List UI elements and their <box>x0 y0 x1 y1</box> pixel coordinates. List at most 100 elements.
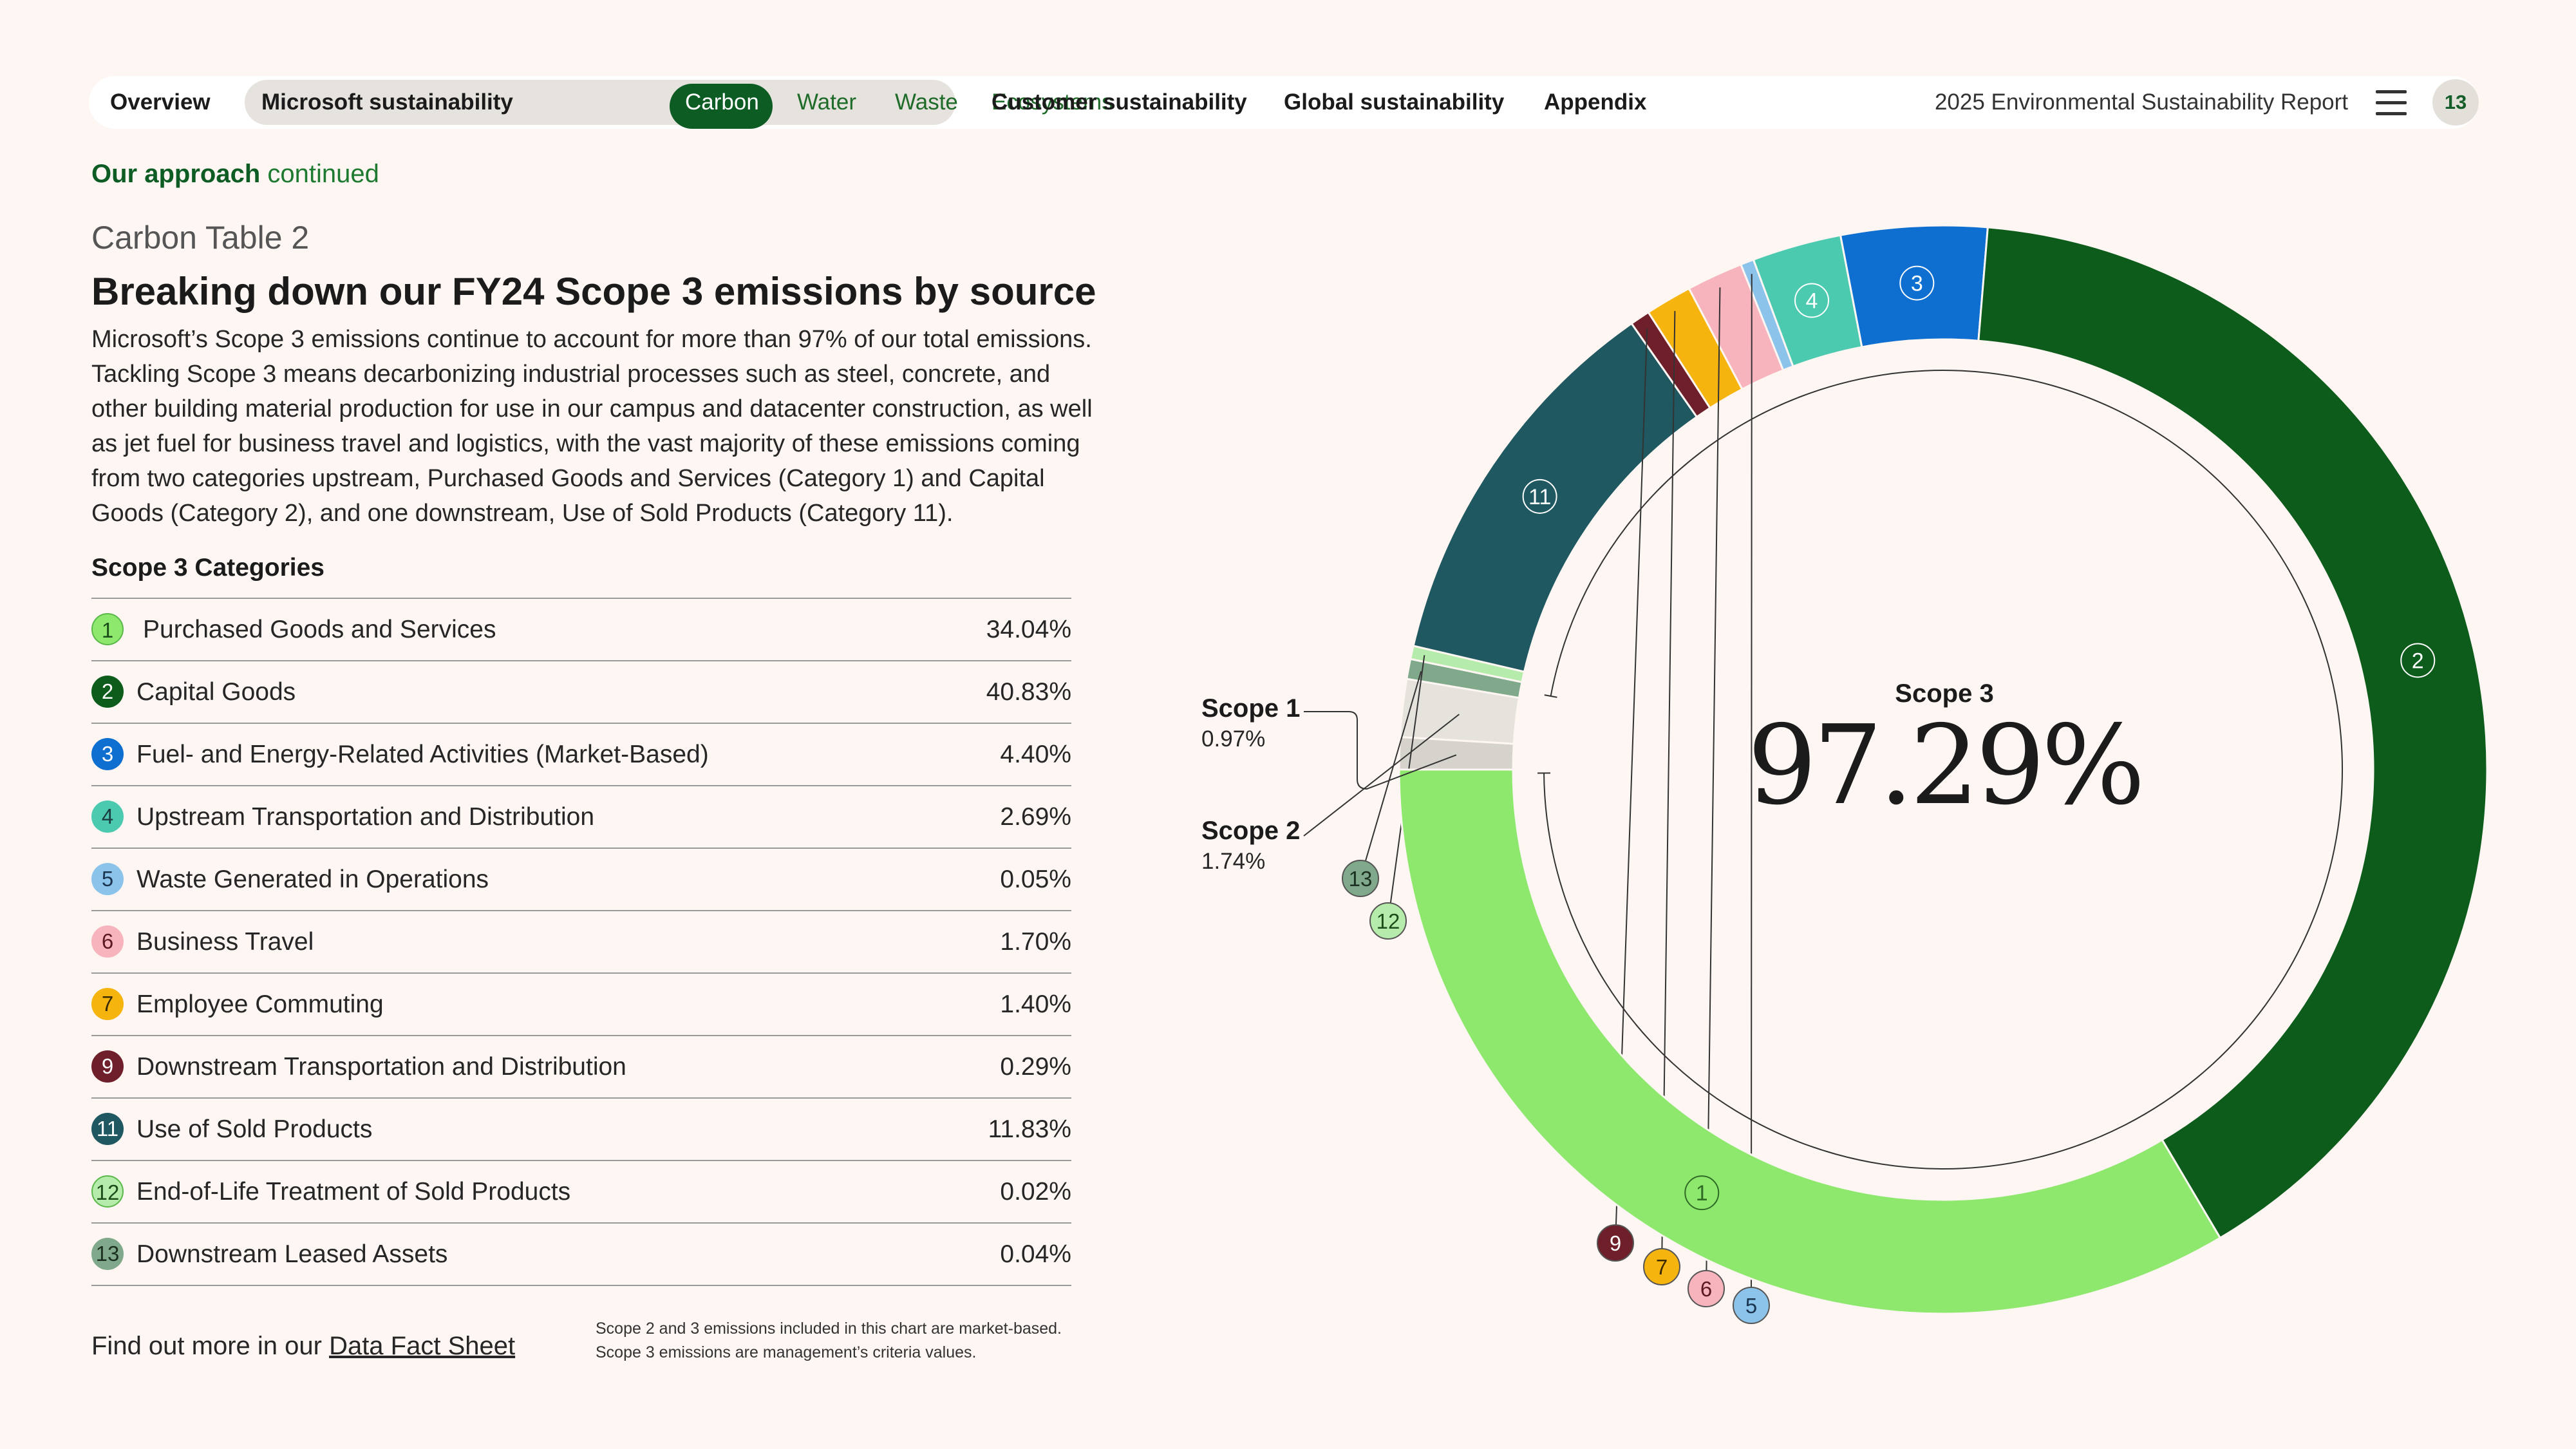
category-value: 0.29% <box>1000 1053 1071 1081</box>
nav-active-pill <box>670 84 773 129</box>
table-row: 13 Downstream Leased Assets 0.04% <box>91 1224 1071 1286</box>
slice-number-label: 2 <box>2412 649 2424 673</box>
find-out-prefix: Find out more in our <box>91 1332 330 1360</box>
category-value: 4.40% <box>1000 741 1071 768</box>
slice-number-bubble <box>1733 1287 1770 1324</box>
slice-number-label: 13 <box>1349 867 1373 891</box>
table-row: 11 Use of Sold Products 11.83% <box>91 1099 1071 1161</box>
slice-number-label: 3 <box>1911 272 1923 296</box>
nav-tab-water[interactable]: Water <box>797 90 857 115</box>
slice-number-ring <box>2400 643 2436 678</box>
category-label: Upstream Transportation and Distribution <box>136 803 595 831</box>
category-badge: 1 <box>91 613 124 645</box>
scope1-label: Scope 1 <box>1201 694 1301 723</box>
scope3-bracket-tick <box>1544 694 1557 698</box>
slice-number-bubble <box>1688 1270 1725 1307</box>
category-value: 11.83% <box>988 1115 1071 1143</box>
category-badge: 12 <box>91 1175 124 1208</box>
categories-heading: Scope 3 Categories <box>91 554 324 582</box>
section-continued: continued <box>260 160 379 188</box>
nav-microsoft-sustainability[interactable]: Microsoft sustainability <box>261 90 513 115</box>
slice-number-ring <box>1794 283 1830 318</box>
category-value: 0.05% <box>1000 866 1071 893</box>
categories-table: 1 Purchased Goods and Services 34.04% 2 … <box>91 598 1071 1286</box>
category-label: Waste Generated in Operations <box>136 866 489 893</box>
center-scope-label: Scope 3 <box>1895 679 1994 708</box>
data-fact-sheet-link[interactable]: Data Fact Sheet <box>329 1332 516 1360</box>
table-row: 3 Fuel- and Energy-Related Activities (M… <box>91 724 1071 786</box>
nav-overview[interactable]: Overview <box>110 90 211 115</box>
table-row: 5 Waste Generated in Operations 0.05% <box>91 849 1071 911</box>
category-label: Fuel- and Energy-Related Activities (Mar… <box>136 741 709 768</box>
scope2-value: 1.74% <box>1201 849 1266 874</box>
nav-appendix[interactable]: Appendix <box>1544 90 1647 115</box>
slice-number-bubble <box>1369 902 1407 940</box>
find-out-more: Find out more in our Data Fact Sheet <box>91 1332 515 1361</box>
slice-number-ring <box>1899 265 1935 301</box>
category-value: 40.83% <box>986 678 1071 706</box>
donut-slice-1 <box>1398 768 2222 1315</box>
category-value: 1.70% <box>1000 928 1071 956</box>
nav-tab-ecosystems[interactable]: Ecosystems <box>992 90 1113 115</box>
category-badge: 2 <box>91 676 124 708</box>
table-row: 9 Downstream Transportation and Distribu… <box>91 1036 1071 1099</box>
slice-number-ring <box>1522 478 1557 514</box>
nav-customer-sustainability[interactable]: Customer sustainability <box>992 90 1247 115</box>
category-label: Downstream Leased Assets <box>136 1240 448 1268</box>
page-number-badge: 13 <box>2432 79 2479 126</box>
category-label: Employee Commuting <box>136 990 384 1018</box>
scope2-leader-line <box>1303 714 1460 837</box>
slice-number-label: 7 <box>1656 1255 1668 1279</box>
category-label: Business Travel <box>136 928 314 956</box>
scope3-bracket-arc <box>1543 370 2343 1170</box>
section-label: Our approach continued <box>91 160 379 189</box>
page-title: Breaking down our FY24 Scope 3 emissions… <box>91 270 1096 313</box>
table-label: Carbon Table 2 <box>91 220 310 256</box>
scope1-value: 0.97% <box>1201 726 1266 752</box>
nav-group-microsoft: Microsoft sustainability Carbon Water Wa… <box>245 80 1113 129</box>
scope2-label: Scope 2 <box>1201 817 1301 845</box>
category-badge: 9 <box>91 1050 124 1083</box>
category-value: 1.40% <box>1000 990 1071 1018</box>
category-label: Use of Sold Products <box>136 1115 373 1143</box>
table-row: 1 Purchased Goods and Services 34.04% <box>91 599 1071 661</box>
category-badge: 7 <box>91 988 124 1020</box>
donut-slice-11 <box>1412 322 1698 673</box>
slice-number-label: 1 <box>1696 1181 1708 1206</box>
footnote-line: Scope 3 emissions are management’s crite… <box>596 1343 977 1361</box>
category-label: Capital Goods <box>136 678 296 706</box>
category-badge: 4 <box>91 800 124 833</box>
slice-number-label: 11 <box>1528 485 1551 509</box>
section-approach: Our approach <box>91 160 261 188</box>
hamburger-menu-icon[interactable] <box>2376 90 2407 116</box>
donut-slice-2 <box>1977 226 2488 1240</box>
table-row: 12 End-of-Life Treatment of Sold Product… <box>91 1161 1071 1224</box>
footnote-line: Scope 2 and 3 emissions included in this… <box>596 1320 1062 1338</box>
slice-number-bubble <box>1643 1248 1680 1285</box>
slice-number-label: 9 <box>1610 1231 1621 1255</box>
category-label: Purchased Goods and Services <box>143 616 496 643</box>
category-value: 34.04% <box>986 616 1071 643</box>
center-scope-value: 97.29% <box>1747 702 2145 829</box>
table-row: 4 Upstream Transportation and Distributi… <box>91 786 1071 849</box>
category-badge: 6 <box>91 925 124 958</box>
category-value: 0.02% <box>1000 1178 1071 1206</box>
category-label: Downstream Transportation and Distributi… <box>136 1053 626 1081</box>
nav-tab-carbon[interactable]: Carbon <box>685 90 759 115</box>
report-title: 2025 Environmental Sustainability Report <box>1934 90 2348 115</box>
slice-leader-line <box>1751 274 1753 1306</box>
nav-tab-waste[interactable]: Waste <box>895 90 958 115</box>
slice-leader-line <box>1706 287 1721 1289</box>
category-badge: 5 <box>91 863 124 895</box>
category-value: 0.04% <box>1000 1240 1071 1268</box>
category-badge: 13 <box>91 1238 124 1270</box>
slice-number-label: 6 <box>1700 1277 1712 1301</box>
table-row: 6 Business Travel 1.70% <box>91 911 1071 974</box>
intro-paragraph: Microsoft’s Scope 3 emissions continue t… <box>91 326 1093 527</box>
category-value: 2.69% <box>1000 803 1071 831</box>
scope1-leader-line <box>1304 711 1457 790</box>
table-row: 2 Capital Goods 40.83% <box>91 661 1071 724</box>
slice-number-label: 12 <box>1377 909 1400 933</box>
nav-global-sustainability[interactable]: Global sustainability <box>1284 90 1505 115</box>
